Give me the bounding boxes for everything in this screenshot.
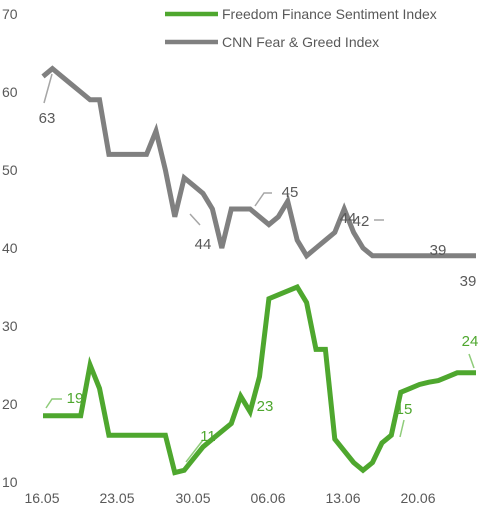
legend: Freedom Finance Sentiment Index CNN Fear… bbox=[165, 6, 437, 50]
data-label: 45 bbox=[282, 184, 299, 201]
data-label-leader bbox=[43, 73, 53, 104]
data-label: 15 bbox=[396, 401, 413, 418]
data-label: 44 bbox=[340, 210, 357, 227]
x-tick-label: 13.06 bbox=[325, 490, 360, 506]
data-label: 11 bbox=[200, 428, 216, 445]
data-label-leader bbox=[189, 213, 201, 226]
legend-label-freedom: Freedom Finance Sentiment Index bbox=[222, 6, 437, 22]
data-label-leader bbox=[399, 419, 405, 438]
x-tick-label: 20.06 bbox=[400, 490, 435, 506]
data-label: 42 bbox=[353, 213, 370, 230]
x-axis: 16.05 23.05 30.05 06.06 13.06 20.06 bbox=[24, 490, 435, 506]
y-tick-label: 50 bbox=[2, 162, 18, 178]
data-label-leader bbox=[45, 398, 62, 409]
x-tick-label: 30.05 bbox=[175, 490, 210, 506]
data-label: 24 bbox=[462, 333, 478, 350]
series-line-freedom bbox=[43, 283, 476, 476]
data-label: 63 bbox=[39, 110, 56, 127]
data-label: 39 bbox=[430, 242, 447, 259]
plot-area bbox=[41, 65, 476, 476]
series-line-cnn bbox=[41, 65, 476, 260]
x-tick-label: 06.06 bbox=[250, 490, 285, 506]
data-label-leader bbox=[468, 353, 475, 369]
x-tick-label: 16.05 bbox=[24, 490, 59, 506]
y-tick-label: 30 bbox=[2, 318, 18, 334]
y-tick-label: 60 bbox=[2, 84, 18, 100]
legend-label-cnn: CNN Fear & Greed Index bbox=[222, 34, 379, 50]
data-label: 19 bbox=[67, 390, 84, 407]
data-label-leader bbox=[254, 192, 272, 207]
y-axis: 10 20 30 40 50 60 70 bbox=[2, 6, 18, 490]
data-label-leader bbox=[185, 439, 204, 463]
y-tick-label: 10 bbox=[2, 474, 18, 490]
y-tick-label: 40 bbox=[2, 240, 18, 256]
y-tick-label: 70 bbox=[2, 6, 18, 22]
data-label: 23 bbox=[257, 398, 274, 415]
data-label: 39 bbox=[460, 273, 477, 290]
x-tick-label: 23.05 bbox=[99, 490, 134, 506]
y-tick-label: 20 bbox=[2, 396, 18, 412]
data-label: 44 bbox=[195, 236, 212, 253]
